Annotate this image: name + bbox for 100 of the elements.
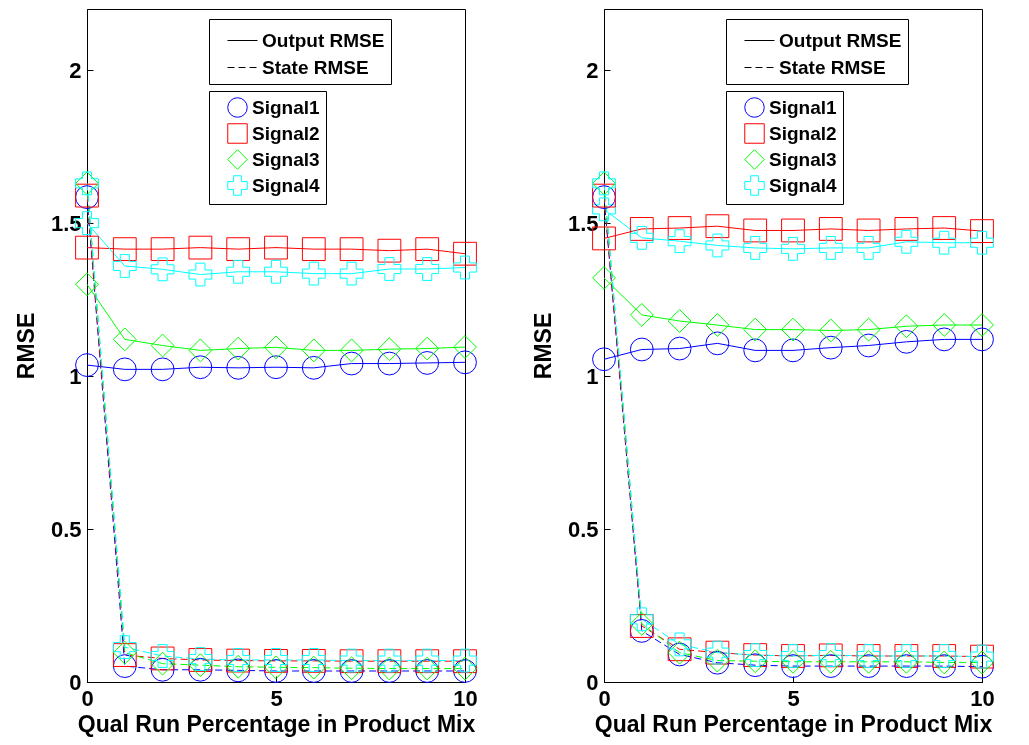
point bbox=[339, 338, 364, 363]
point bbox=[264, 235, 288, 260]
point bbox=[818, 236, 843, 260]
point bbox=[781, 338, 805, 363]
point bbox=[415, 351, 440, 375]
point bbox=[818, 335, 843, 360]
x-axis-title: Qual Run Percentage in Product Mix bbox=[77, 710, 476, 737]
point bbox=[150, 257, 175, 282]
point bbox=[970, 313, 994, 337]
point bbox=[150, 651, 175, 676]
point bbox=[150, 657, 175, 682]
y-tick-label: 2 bbox=[586, 57, 599, 83]
legend-label: State RMSE bbox=[262, 56, 369, 78]
x-tick-label: 5 bbox=[270, 685, 283, 711]
point bbox=[188, 338, 213, 363]
point bbox=[705, 331, 730, 356]
point bbox=[932, 230, 957, 255]
point bbox=[781, 236, 805, 261]
point bbox=[932, 216, 957, 240]
point bbox=[894, 654, 919, 678]
point bbox=[301, 355, 326, 380]
point bbox=[112, 654, 137, 678]
legend-label: Signal3 bbox=[252, 148, 320, 170]
legend-label: Signal3 bbox=[769, 148, 837, 170]
point bbox=[415, 257, 440, 281]
point bbox=[781, 649, 805, 674]
point bbox=[150, 357, 175, 382]
point bbox=[629, 217, 654, 241]
point bbox=[188, 235, 213, 260]
point bbox=[856, 218, 881, 243]
point bbox=[75, 272, 99, 297]
point bbox=[894, 314, 919, 339]
x-tick-label: 10 bbox=[970, 685, 995, 711]
point bbox=[856, 236, 881, 260]
y-tick-label: 1.5 bbox=[567, 210, 599, 236]
point bbox=[629, 303, 654, 327]
point bbox=[856, 333, 881, 358]
y-tick-label: 1 bbox=[586, 363, 599, 389]
y-tick-label: 0 bbox=[586, 669, 599, 695]
point bbox=[856, 317, 881, 342]
point bbox=[894, 217, 919, 241]
y-tick-label: 1.5 bbox=[50, 210, 82, 236]
point bbox=[856, 649, 881, 674]
point bbox=[453, 350, 477, 375]
point bbox=[592, 265, 616, 290]
point bbox=[339, 237, 364, 262]
point bbox=[264, 355, 288, 380]
point bbox=[743, 338, 768, 363]
legend-label: Signal1 bbox=[252, 96, 321, 118]
point bbox=[894, 329, 919, 354]
point bbox=[150, 333, 175, 358]
point bbox=[112, 237, 137, 262]
point bbox=[301, 261, 326, 286]
point bbox=[150, 237, 175, 262]
legend-label: Signal2 bbox=[252, 122, 320, 144]
legend-label: Signal1 bbox=[769, 96, 838, 118]
x-tick-label: 5 bbox=[787, 685, 800, 711]
point bbox=[743, 236, 768, 260]
point bbox=[781, 218, 805, 243]
y-axis-title: RMSE bbox=[12, 312, 39, 380]
point bbox=[781, 317, 805, 342]
point bbox=[629, 619, 654, 643]
point bbox=[264, 335, 288, 360]
point bbox=[415, 237, 440, 262]
y-tick-label: 2 bbox=[69, 57, 82, 83]
point bbox=[377, 351, 402, 376]
point bbox=[970, 230, 994, 255]
point bbox=[818, 217, 843, 241]
point bbox=[705, 313, 730, 337]
point bbox=[932, 327, 957, 352]
point bbox=[188, 262, 213, 287]
y-tick-label: 0 bbox=[69, 669, 82, 695]
point bbox=[112, 357, 137, 382]
point bbox=[453, 241, 477, 266]
point bbox=[743, 218, 768, 243]
legend-label: Signal2 bbox=[769, 122, 837, 144]
point bbox=[112, 254, 137, 278]
point bbox=[301, 338, 326, 363]
legend-label: Output RMSE bbox=[779, 29, 902, 51]
legend-label: State RMSE bbox=[779, 56, 886, 78]
point bbox=[112, 635, 137, 660]
point bbox=[667, 216, 692, 240]
point bbox=[667, 309, 692, 333]
point bbox=[705, 214, 730, 239]
point bbox=[667, 632, 692, 657]
y-tick-label: 1 bbox=[69, 363, 82, 389]
point bbox=[377, 257, 402, 281]
y-axis-title: RMSE bbox=[529, 312, 556, 380]
point bbox=[970, 219, 994, 243]
point bbox=[856, 654, 881, 678]
point bbox=[453, 335, 477, 359]
point bbox=[970, 327, 994, 352]
point bbox=[667, 229, 692, 254]
point bbox=[932, 313, 957, 337]
point bbox=[188, 355, 213, 380]
point bbox=[894, 649, 919, 674]
legend-label: Output RMSE bbox=[262, 29, 385, 51]
point bbox=[339, 351, 364, 376]
point bbox=[264, 259, 288, 284]
y-tick-label: 0.5 bbox=[50, 516, 82, 542]
